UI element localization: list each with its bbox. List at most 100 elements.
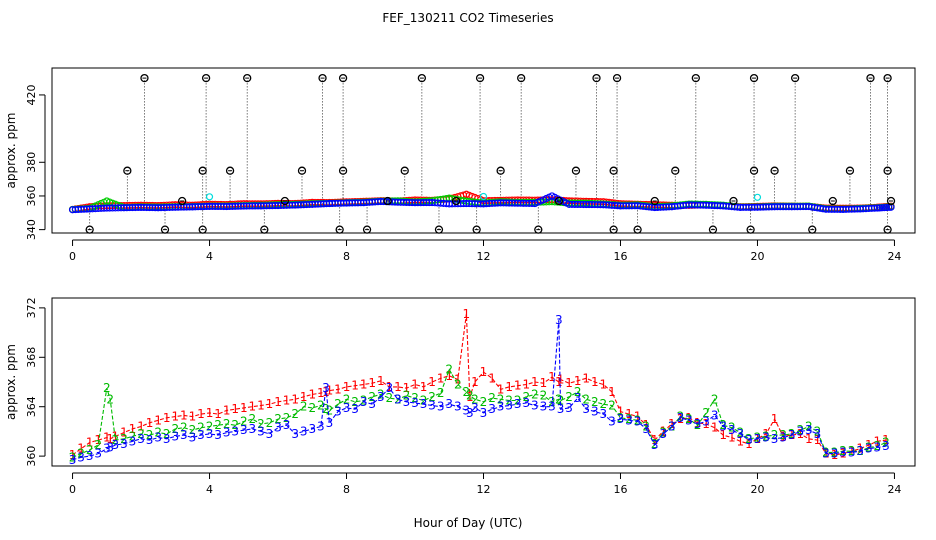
point-label: 1 <box>582 371 590 385</box>
point-label: 1 <box>214 407 222 421</box>
point-label: 3 <box>163 432 171 446</box>
point-label: 3 <box>266 427 274 441</box>
point-label: 2 <box>522 390 530 404</box>
point-label: 3 <box>685 413 693 427</box>
data-point <box>612 73 622 83</box>
data-point <box>883 166 892 175</box>
point-label: 2 <box>702 406 710 420</box>
point-label: 2 <box>865 440 873 454</box>
point-label: 1 <box>694 416 702 430</box>
spike-marker <box>883 225 892 234</box>
spike-marker <box>417 73 427 83</box>
point-label: 1 <box>120 426 128 440</box>
point-label: 2 <box>180 421 188 435</box>
data-point <box>770 166 779 175</box>
data-point <box>870 204 879 212</box>
point-label: 2 <box>505 394 513 408</box>
x-tick-label: 0 <box>69 483 76 496</box>
point-label: 3 <box>428 398 436 412</box>
point-label: 2 <box>189 423 197 437</box>
point-label: 3 <box>180 428 188 442</box>
point-label: 3 <box>591 405 599 419</box>
spike-marker <box>517 73 526 83</box>
point-label: 1 <box>634 410 642 424</box>
point-label: 1 <box>249 400 257 414</box>
point-label: 3 <box>600 407 608 421</box>
y-tick-label: 364 <box>25 396 38 417</box>
data-point <box>260 225 269 234</box>
spike-marker <box>297 166 307 175</box>
point-label: 1 <box>711 421 719 435</box>
data-point <box>592 73 601 83</box>
point-label: 2 <box>257 417 265 431</box>
point-label: 1 <box>574 374 582 388</box>
point-label: 2 <box>351 395 359 409</box>
point-label: 1 <box>240 401 248 415</box>
point-label: 1 <box>497 382 505 396</box>
x-tick-label: 20 <box>750 483 764 496</box>
point-label: 2 <box>266 416 274 430</box>
data-point <box>85 225 94 234</box>
point-label: 3 <box>411 396 419 410</box>
point-label: 3 <box>728 423 736 437</box>
point-label: 2 <box>154 426 162 440</box>
point-label: 2 <box>171 422 179 436</box>
spike-marker <box>400 166 409 175</box>
point-label: 3 <box>719 419 727 433</box>
point-label: 3 <box>754 432 762 446</box>
spike-marker <box>338 166 348 175</box>
data-point <box>746 225 755 234</box>
point-label: 1 <box>856 442 864 456</box>
data-point <box>729 196 738 206</box>
point-label: 2 <box>368 390 376 404</box>
point-label: 1 <box>651 433 659 447</box>
spike-marker <box>770 166 779 175</box>
point-label: 1 <box>343 380 351 394</box>
point-label: 3 <box>856 444 864 458</box>
point-label: 2 <box>555 392 563 406</box>
point-label: 2 <box>677 410 685 424</box>
data-point <box>882 203 891 212</box>
spike-marker <box>554 196 563 206</box>
point-label: 1 <box>466 390 474 404</box>
point-label: 1 <box>591 375 599 389</box>
point-label: 2 <box>137 427 145 441</box>
spike-marker <box>140 73 149 83</box>
point-label: 2 <box>471 392 479 406</box>
point-label: 1 <box>377 374 385 388</box>
data-point <box>691 73 700 83</box>
point-label: 1 <box>394 380 402 394</box>
data-point <box>878 204 886 212</box>
data-point <box>198 166 207 175</box>
data-point <box>205 193 214 201</box>
data-point <box>475 73 485 83</box>
spike-marker <box>790 73 800 83</box>
point-label: 1 <box>403 381 411 395</box>
y-axis-title: approx. ppm <box>4 344 18 420</box>
point-label: 2 <box>814 424 822 438</box>
data-point <box>335 225 344 234</box>
spike-marker <box>472 225 481 234</box>
point-label: 1 <box>514 379 522 393</box>
spike-marker <box>534 225 543 234</box>
point-label: 2 <box>796 423 804 437</box>
series-line <box>72 368 887 458</box>
point-label: 2 <box>463 385 471 399</box>
data-point <box>417 73 427 83</box>
spike-marker <box>845 166 855 175</box>
point-label: 3 <box>531 398 539 412</box>
chart-title: FEF_130211 CO2 Timeseries <box>382 11 553 25</box>
point-label: 3 <box>189 431 197 445</box>
point-label: 2 <box>317 398 325 412</box>
point-label: 1 <box>805 432 813 446</box>
spike-marker <box>177 196 187 206</box>
point-label: 3 <box>788 428 796 442</box>
point-label: 3 <box>555 313 563 327</box>
point-label: 2 <box>214 418 222 432</box>
point-label: 3 <box>214 428 222 442</box>
spike-marker <box>650 196 659 206</box>
point-label: 1 <box>608 385 616 399</box>
data-point <box>318 73 327 83</box>
data-point <box>633 225 642 234</box>
spike-marker <box>243 73 252 83</box>
